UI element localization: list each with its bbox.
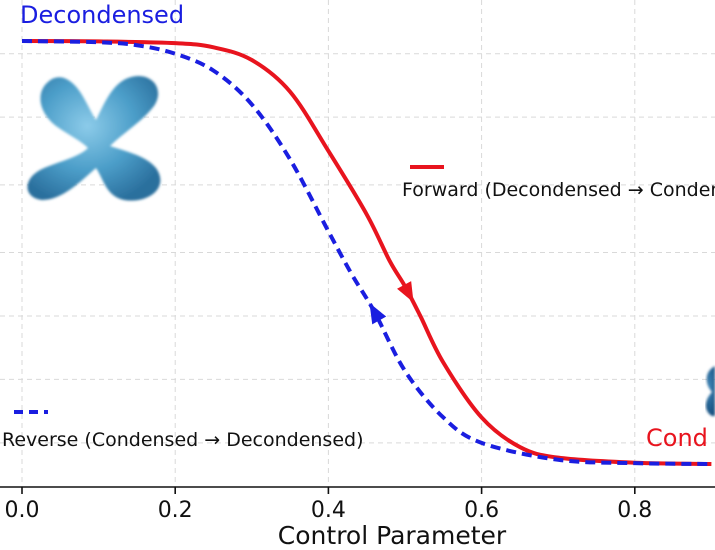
forward-series-line [21,39,712,466]
legend-forward-label: Forward (Decondensed → Condensed) [402,179,715,201]
decondensed-chromosome-icon [27,76,161,201]
legend-reverse: Reverse (Condensed → Decondensed) [2,410,363,451]
x-tick-label: 0.0 [5,498,40,523]
legend-reverse-label: Reverse (Condensed → Decondensed) [2,429,363,451]
x-axis: 0.0 0.2 0.4 0.6 0.8 Control Parameter [0,486,715,550]
reverse-series-line [21,39,712,466]
condensed-chromosome-icon [705,366,715,416]
x-tick-label: 0.6 [464,498,499,523]
x-tick-label: 0.8 [617,498,652,523]
condensed-state-label: Cond [646,424,708,452]
decondensed-state-label: Decondensed [20,1,184,29]
x-ticks: 0.0 0.2 0.4 0.6 0.8 [5,487,652,523]
forward-direction-arrow [397,281,414,303]
x-axis-label: Control Parameter [278,521,507,550]
grid-lines [0,0,715,487]
series-layer [21,39,712,466]
x-tick-label: 0.4 [311,498,346,523]
reverse-direction-arrow [369,302,387,325]
x-tick-label: 0.2 [158,498,193,523]
legend-forward: Forward (Decondensed → Condensed) [402,165,715,201]
